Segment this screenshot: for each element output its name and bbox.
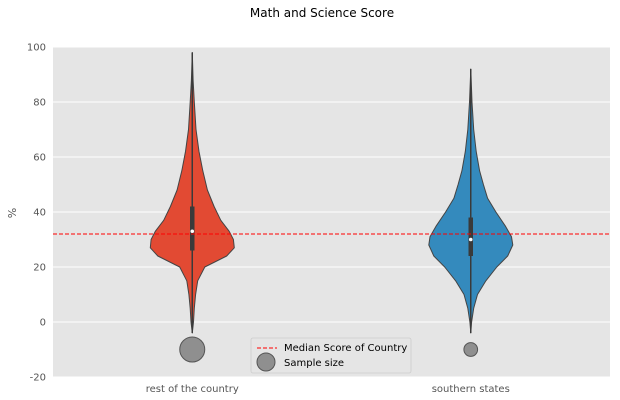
y-tick-label: 100 — [27, 43, 46, 54]
y-tick-label: 20 — [33, 263, 46, 274]
legend-sample-swatch — [256, 352, 276, 372]
legend-box — [250, 337, 412, 374]
sample-size-markers — [179, 336, 479, 363]
y-axis-label: % — [6, 208, 19, 218]
y-tick-label: 60 — [33, 153, 46, 164]
violin-median-point — [190, 229, 195, 234]
x-tick-label: southern states — [432, 384, 510, 395]
y-tick-labels: -20 0 20 40 60 80 100 — [27, 43, 46, 384]
sample-size-marker — [463, 342, 479, 357]
x-tick-label: rest of the country — [146, 384, 239, 395]
violin — [149, 52, 235, 334]
violins — [149, 52, 514, 334]
y-tick-label: 40 — [33, 208, 46, 219]
violin — [428, 68, 514, 334]
violin-median-point — [468, 237, 473, 242]
legend-label-sample-size: Sample size — [284, 358, 344, 369]
y-tick-label: 80 — [33, 98, 46, 109]
x-tick-labels: rest of the country southern states — [146, 384, 510, 395]
grid-lines — [53, 46, 610, 378]
legend-label-median: Median Score of Country — [284, 343, 407, 354]
legend: Median Score of Country Sample size — [250, 337, 412, 374]
sample-size-marker — [179, 336, 206, 363]
y-tick-label: 0 — [40, 318, 46, 329]
y-tick-label: -20 — [30, 373, 46, 384]
chart-title: Math and Science Score — [250, 6, 394, 20]
